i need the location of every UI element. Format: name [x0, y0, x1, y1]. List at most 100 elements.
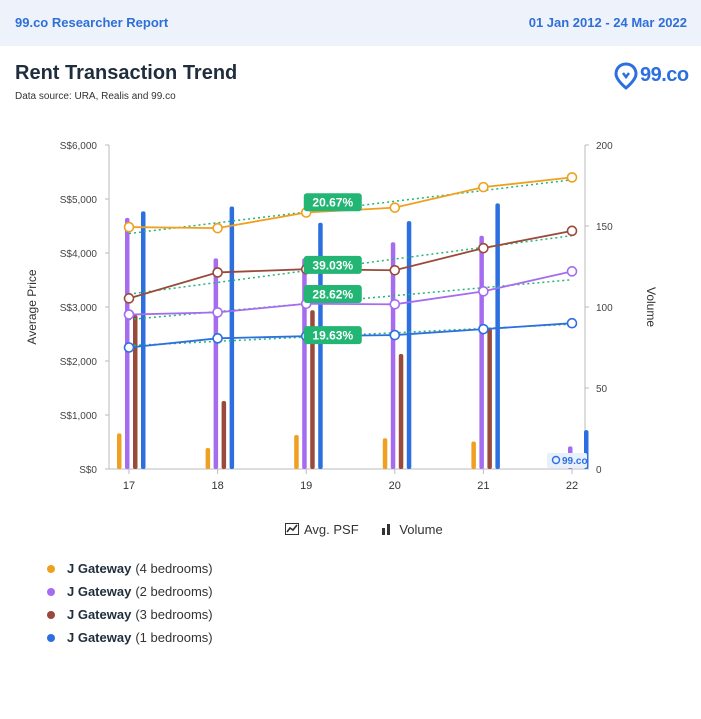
- price-point: [566, 317, 578, 329]
- volume-bar: [205, 447, 211, 469]
- volume-bar: [141, 211, 146, 470]
- legend-label: J Gateway: [67, 630, 132, 645]
- left-tick-label: S$0: [79, 465, 97, 476]
- volume-bar: [221, 400, 227, 469]
- toggle-label: Volume: [399, 522, 443, 537]
- right-tick-label: 0: [596, 465, 602, 476]
- volume-bar: [133, 315, 138, 469]
- watermark-text: 99.co: [562, 456, 588, 467]
- change-badge: 19.63%: [303, 326, 362, 345]
- location-pin-icon: [614, 62, 638, 90]
- legend-swatch: [47, 587, 55, 596]
- volume-bar: [213, 258, 219, 469]
- volume-bar: [310, 310, 315, 469]
- toggle-volume[interactable]: Volume: [380, 522, 443, 537]
- price-point: [123, 342, 135, 353]
- legend-item-4-bedrooms[interactable]: J Gateway (4 bedrooms): [47, 557, 213, 580]
- chart-legend: J Gateway (4 bedrooms) J Gateway (2 bedr…: [47, 557, 213, 649]
- volume-bar: [406, 221, 412, 469]
- price-point: [478, 181, 489, 193]
- price-point: [389, 329, 401, 341]
- change-badge-label: 28.62%: [312, 288, 353, 302]
- x-tick-label: 22: [566, 480, 578, 492]
- logo-text: 99.co: [640, 64, 689, 86]
- left-tick-label: S$1,000: [60, 411, 98, 422]
- price-point: [478, 242, 489, 254]
- volume-bar: [398, 353, 404, 469]
- volume-bar: [318, 222, 323, 469]
- left-tick-label: S$5,000: [60, 195, 98, 206]
- right-tick-label: 150: [596, 222, 613, 233]
- chart-watermark: 99.co: [547, 453, 588, 468]
- x-tick-label: 17: [123, 480, 135, 492]
- change-badge-bg: [303, 193, 362, 212]
- volume-bar: [117, 433, 122, 469]
- change-badge: 20.67%: [303, 193, 362, 212]
- price-point: [123, 293, 135, 304]
- chart-type-toggles: Avg. PSF Volume: [285, 522, 461, 537]
- change-badge-label: 39.03%: [312, 258, 353, 272]
- report-date-range: 01 Jan 2012 - 24 Mar 2022: [528, 15, 687, 30]
- watermark-pin-icon: [551, 455, 561, 465]
- legend-label: J Gateway: [67, 607, 132, 622]
- price-point: [123, 309, 135, 320]
- right-tick-label: 200: [596, 141, 613, 152]
- volume-bar: [495, 203, 500, 469]
- change-badge-bg: [303, 255, 362, 274]
- legend-bedrooms: (1 bedrooms): [135, 630, 213, 645]
- legend-bedrooms: (4 bedrooms): [135, 561, 213, 576]
- legend-swatch: [47, 564, 55, 573]
- left-tick-label: S$2,000: [60, 357, 98, 368]
- right-tick-label: 100: [596, 303, 613, 314]
- volume-bar: [487, 328, 492, 469]
- toggle-avg-psf[interactable]: Avg. PSF: [285, 522, 359, 537]
- legend-bedrooms: (3 bedrooms): [135, 607, 213, 622]
- trend-line: [128, 179, 573, 235]
- price-point: [212, 333, 223, 344]
- legend-swatch: [47, 633, 55, 642]
- price-point: [212, 307, 223, 318]
- right-tick-label: 50: [596, 384, 608, 395]
- legend-item-2-bedrooms[interactable]: J Gateway (2 bedrooms): [47, 580, 213, 603]
- price-point: [566, 225, 578, 237]
- price-point: [478, 323, 489, 335]
- left-tick-label: S$4,000: [60, 249, 98, 260]
- brand-logo: 99.co: [614, 62, 694, 92]
- price-point: [123, 221, 135, 233]
- price-point: [389, 299, 401, 310]
- volume-bar: [479, 235, 484, 469]
- volume-bar: [294, 434, 299, 469]
- toggle-label: Avg. PSF: [304, 522, 359, 537]
- price-point: [212, 267, 223, 278]
- legend-item-3-bedrooms[interactable]: J Gateway (3 bedrooms): [47, 603, 213, 626]
- y-axis-title-left: Average Price: [25, 269, 39, 344]
- price-point: [478, 286, 489, 297]
- price-point: [389, 264, 401, 276]
- y-axis-title-right: Volume: [644, 287, 658, 327]
- price-point: [212, 222, 223, 234]
- change-badge-bg: [303, 326, 362, 345]
- volume-bar: [302, 258, 307, 469]
- x-tick-label: 21: [477, 480, 489, 492]
- volume-bar: [390, 242, 396, 469]
- legend-swatch: [47, 610, 55, 619]
- price-point: [566, 266, 578, 277]
- change-badge: 39.03%: [303, 255, 362, 274]
- left-tick-label: S$3,000: [60, 303, 98, 314]
- line-chart-icon: [285, 523, 299, 535]
- legend-bedrooms: (2 bedrooms): [135, 584, 213, 599]
- legend-label: J Gateway: [67, 561, 132, 576]
- legend-item-1-bedrooms[interactable]: J Gateway (1 bedrooms): [47, 626, 213, 649]
- x-tick-label: 19: [300, 480, 312, 492]
- left-tick-label: S$6,000: [60, 141, 98, 152]
- data-source: Data source: URA, Realis and 99.co: [15, 91, 176, 102]
- volume-bar: [471, 441, 476, 469]
- bar-chart-icon: [382, 524, 391, 535]
- report-header-bar: 99.co Researcher Report 01 Jan 2012 - 24…: [0, 0, 701, 46]
- change-badge: 28.62%: [303, 285, 362, 304]
- rent-trend-chart: S$0 S$1,000 S$2,000 S$3,000 S$4,000 S$5,000 S$…: [25, 141, 658, 492]
- change-badge-bg: [303, 285, 362, 304]
- report-brand: 99.co Researcher Report: [15, 15, 169, 30]
- page-title: Rent Transaction Trend: [15, 62, 238, 84]
- price-line: [128, 270, 573, 316]
